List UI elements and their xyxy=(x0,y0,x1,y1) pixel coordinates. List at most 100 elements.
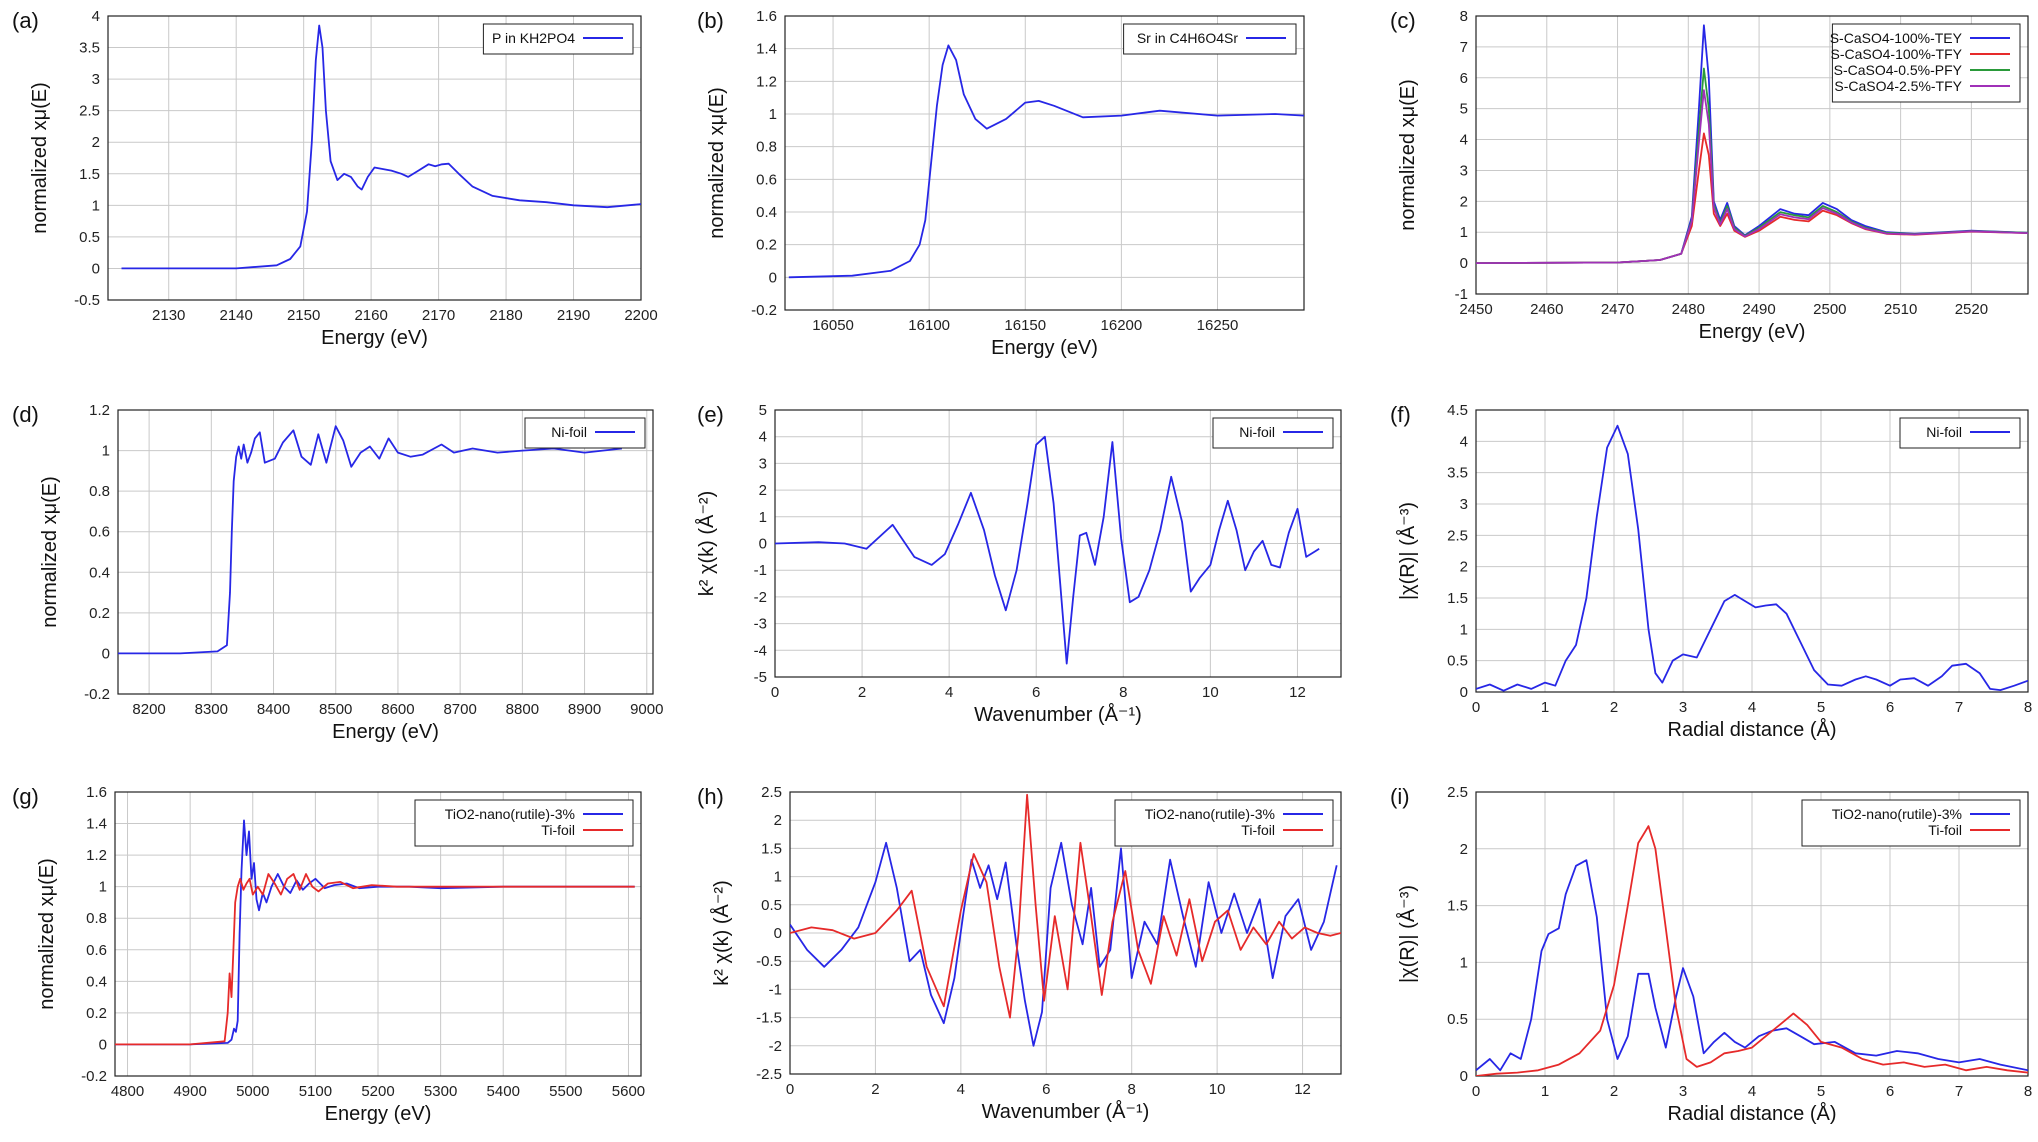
chart-d-gridlines xyxy=(118,409,653,695)
chart-b-y-tick-label: 0.2 xyxy=(756,237,777,254)
chart-c-series-line-2 xyxy=(1476,132,2028,264)
chart-f-y-tick-label: 0.5 xyxy=(1447,653,1468,670)
chart-g-x-tick-label: 4900 xyxy=(173,1083,206,1100)
chart-c-y-tick-label: 5 xyxy=(1460,101,1468,118)
chart-g-x-tick-label: 5400 xyxy=(487,1083,520,1100)
chart-h-x-tick-label: 4 xyxy=(957,1081,965,1098)
chart-c-x-tick-label: 2460 xyxy=(1530,301,1563,318)
chart-a-y-tick-label: 3 xyxy=(92,71,100,88)
chart-e-y-tick-label: -1 xyxy=(754,562,767,579)
chart-h-x-tick-label: 10 xyxy=(1209,1081,1226,1098)
chart-f-x-tick-label: 5 xyxy=(1817,699,1825,716)
chart-g-y-axis-label: normalized xμ(E) xyxy=(36,858,58,1010)
chart-d-x-tick-label: 8300 xyxy=(195,701,228,718)
chart-i-x-tick-label: 0 xyxy=(1472,1083,1480,1100)
chart-e-y-tick-label: -5 xyxy=(754,669,767,686)
chart-d-y-tick-label: 0.2 xyxy=(89,605,110,622)
chart-a-y-tick-label: 4 xyxy=(92,8,100,25)
chart-e-x-tick-label: 0 xyxy=(771,684,779,701)
chart-c-y-tick-label: 8 xyxy=(1460,8,1468,25)
chart-i-legend: TiO2-nano(rutile)-3%Ti-foil xyxy=(1801,799,2021,847)
chart-b-legend: Sr in C4H6O4Sr xyxy=(1123,23,1297,55)
chart-g-x-tick-label: 5300 xyxy=(424,1083,457,1100)
chart-f-panel-label: (f) xyxy=(1390,402,1411,427)
chart-h-y-tick-label: 1 xyxy=(774,869,782,886)
chart-c-panel-label: (c) xyxy=(1390,8,1416,33)
chart-f-y-tick-label: 2 xyxy=(1460,559,1468,576)
chart-a-series-line-1 xyxy=(121,24,641,270)
chart-i-series-group xyxy=(1476,825,2028,1076)
chart-d-y-tick-label: 0.8 xyxy=(89,483,110,500)
chart-a-legend-label: P in KH2PO4 xyxy=(492,30,575,46)
chart-i-legend-box xyxy=(1801,799,2021,847)
chart-h-panel-label: (h) xyxy=(697,784,724,809)
chart-c-legend-label: S-CaSO4-2.5%-TFY xyxy=(1834,78,1962,94)
chart-e-x-axis-label: Wavenumber (Å⁻¹) xyxy=(974,703,1142,726)
chart-h-y-tick-label: -1.5 xyxy=(756,1010,782,1027)
chart-a-x-tick-label: 2140 xyxy=(220,307,253,324)
chart-e-series-line-1 xyxy=(775,435,1320,665)
chart-g-x-tick-label: 5000 xyxy=(236,1083,269,1100)
chart-c-y-tick-label: 4 xyxy=(1460,132,1468,149)
chart-f-y-tick-label: 1 xyxy=(1460,621,1468,638)
chart-b-plot-frame xyxy=(784,15,1305,311)
chart-i-x-tick-label: 8 xyxy=(2024,1083,2032,1100)
panel-i: (i) 0 1 2 3 4 5 6 7 8 0 0.5 1 1.5 2 2.5 Radial distance … xyxy=(1390,784,2032,1125)
chart-i-x-tick-label: 1 xyxy=(1541,1083,1549,1100)
chart-g-y-tick-label: 0.6 xyxy=(86,942,107,959)
chart-h-series-line-2 xyxy=(790,793,1341,1019)
chart-a-x-tick-label: 2180 xyxy=(489,307,522,324)
chart-b-x-tick-label: 16150 xyxy=(1004,317,1046,334)
chart-c-y-tick-label: 0 xyxy=(1460,255,1468,272)
chart-c-series-line-4 xyxy=(1476,89,2028,264)
chart-c-x-tick-label: 2500 xyxy=(1813,301,1846,318)
chart-i-x-axis-label: Radial distance (Å) xyxy=(1668,1102,1837,1125)
chart-h-y-tick-label: 2.5 xyxy=(761,784,782,801)
chart-a-y-tick-label: 0 xyxy=(92,260,100,277)
chart-c-y-tick-label: 7 xyxy=(1460,39,1468,56)
chart-e-x-tick-label: 12 xyxy=(1289,684,1306,701)
chart-i-legend-label: Ti-foil xyxy=(1928,822,1962,838)
chart-f-series-group xyxy=(1476,424,2028,692)
chart-d-y-tick-label: 0.6 xyxy=(89,524,110,541)
chart-i-plot-frame xyxy=(1475,791,2029,1077)
chart-h-y-axis-label: k² χ(k) (Å⁻²) xyxy=(710,880,733,985)
chart-c-x-tick-label: 2510 xyxy=(1884,301,1917,318)
chart-d-y-tick-label: 1 xyxy=(102,443,110,460)
chart-g-y-tick-label: 1.6 xyxy=(86,784,107,801)
panel-c: (c) 2450 2460 2470 2480 2490 2500 2510 2520 -1 0 1 2… xyxy=(1390,8,2029,343)
chart-a-x-tick-label: 2130 xyxy=(152,307,185,324)
chart-g-y-tick-label: 1.2 xyxy=(86,847,107,864)
chart-f-y-tick-label: 3.5 xyxy=(1447,465,1468,482)
chart-a-y-tick-label: 3.5 xyxy=(79,40,100,57)
chart-h-legend: TiO2-nano(rutile)-3%Ti-foil xyxy=(1114,799,1334,847)
chart-h-y-tick-label: 0.5 xyxy=(761,897,782,914)
chart-d-legend-label: Ni-foil xyxy=(551,424,587,440)
chart-i-y-axis-label: |χ(R)| (Å⁻³) xyxy=(1396,885,1419,983)
chart-a-series-group xyxy=(121,24,641,270)
chart-b-y-tick-label: -0.2 xyxy=(751,302,777,319)
chart-i-x-tick-label: 3 xyxy=(1679,1083,1687,1100)
chart-d-x-tick-label: 8800 xyxy=(506,701,539,718)
chart-h-gridlines xyxy=(789,791,1341,1075)
chart-d-y-tick-label: 1.2 xyxy=(89,402,110,419)
chart-e-x-tick-label: 4 xyxy=(945,684,953,701)
chart-e-x-tick-label: 2 xyxy=(858,684,866,701)
chart-f-x-tick-label: 2 xyxy=(1610,699,1618,716)
chart-c-x-tick-label: 2450 xyxy=(1459,301,1492,318)
chart-h-y-tick-label: 1.5 xyxy=(761,840,782,857)
chart-e-y-tick-label: 4 xyxy=(759,429,767,446)
chart-b-y-tick-label: 1.6 xyxy=(756,8,777,25)
chart-d-x-tick-label: 8600 xyxy=(381,701,414,718)
panel-d: (d) 8200 8300 8400 8500 8600 8700 8800 8900 9000 -… xyxy=(12,402,663,743)
chart-g-plot-frame xyxy=(114,791,642,1077)
chart-e-y-tick-label: 1 xyxy=(759,509,767,526)
chart-d-x-tick-label: 8400 xyxy=(257,701,290,718)
chart-f-x-tick-label: 6 xyxy=(1886,699,1894,716)
chart-a-y-tick-label: -0.5 xyxy=(74,292,100,309)
chart-e-y-tick-label: 3 xyxy=(759,455,767,472)
chart-g-series-group xyxy=(115,819,635,1046)
chart-b-legend-label: Sr in C4H6O4Sr xyxy=(1137,30,1238,46)
